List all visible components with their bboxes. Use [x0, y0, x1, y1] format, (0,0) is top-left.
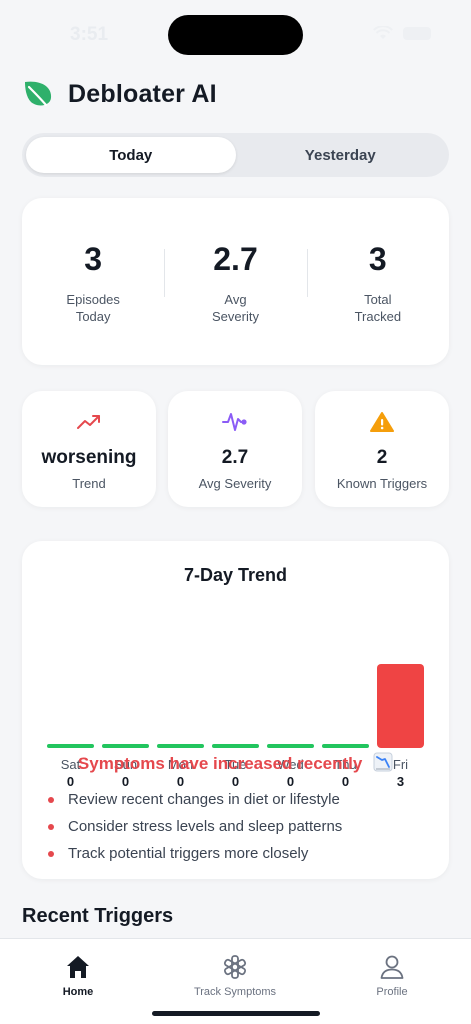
status-icons [373, 26, 431, 40]
chart-day-label: Thu [334, 757, 357, 772]
tip-text: Consider stress levels and sleep pattern… [68, 818, 343, 835]
chart-day-label: Mon [167, 757, 194, 772]
tip-text: Review recent changes in diet or lifesty… [68, 791, 340, 808]
chart-bar-tue [212, 744, 259, 748]
status-bar: 3:51 [0, 0, 471, 70]
chart-bar-fri [377, 664, 424, 748]
tab-track-symptoms[interactable]: Track Symptoms [170, 953, 300, 998]
chart-day-label: Sat [60, 757, 81, 772]
trend-title: 7-Day Trend [183, 565, 288, 585]
trend-chart: Sat 0 Sun 0 Mon 0 Tue 0 Wed 0 Thu 0 Fri 3 [22, 599, 449, 789]
chart-bar-thu [322, 744, 369, 748]
day-segmented-control: Today Yesterday [22, 133, 449, 177]
stat-triggers-label: Known Triggers [336, 476, 428, 491]
chart-bar-sat [47, 744, 94, 748]
home-indicator [152, 1011, 320, 1016]
battery-icon [403, 26, 431, 40]
pulse-icon [222, 413, 247, 431]
chart-day-label: Fri [392, 757, 409, 772]
summary-episodes-label: Episodes Today [66, 291, 120, 324]
chart-decreasing-icon [373, 752, 393, 772]
tip-item: Review recent changes in diet or lifesty… [48, 786, 342, 813]
bullet-icon [48, 823, 54, 830]
summary-tracked-value: 3 [368, 240, 387, 277]
tab-profile-label: Profile [376, 986, 408, 998]
stat-trend-label: Trend [72, 476, 106, 491]
profile-icon [380, 955, 404, 979]
trend-message: Symptoms have increased recently [77, 754, 363, 773]
trending-up-icon [77, 415, 100, 429]
summary-severity: 2.7 Avg Severity [164, 239, 306, 325]
chart-day-value: 0 [121, 774, 130, 789]
warning-icon [370, 412, 394, 432]
trend-message-row: Symptoms have increased recently [22, 752, 449, 774]
summary-episodes-value: 3 [84, 240, 103, 277]
tip-item: Consider stress levels and sleep pattern… [48, 813, 342, 840]
stat-card-triggers[interactable]: 2 Known Triggers [315, 391, 449, 507]
chart-day-value: 0 [341, 774, 350, 789]
summary-tracked: 3 Total Tracked [306, 239, 449, 325]
chart-day-value: 0 [286, 774, 295, 789]
tab-home-label: Home [62, 986, 94, 998]
status-time: 3:51 [70, 24, 109, 45]
chart-day-label: Tue [224, 757, 247, 772]
bullet-icon [48, 850, 54, 857]
stat-trend-value: worsening [41, 447, 137, 468]
tips-list: Review recent changes in diet or lifesty… [48, 786, 342, 867]
stat-card-severity[interactable]: 2.7 Avg Severity [168, 391, 302, 507]
trend-card: 7-Day Trend Sat 0 Sun 0 Mon 0 Tue 0 Wed 0 Thu 0 Fri 3… [22, 541, 449, 879]
app-title: Debloater AI [68, 79, 217, 108]
stat-severity-label: Avg Severity [198, 476, 272, 491]
tab-yesterday[interactable]: Yesterday [304, 146, 376, 164]
tab-home[interactable]: Home [13, 953, 143, 998]
summary-card: 3 Episodes Today 2.7 Avg Severity 3 Tota… [22, 198, 449, 365]
tab-today[interactable]: Today [26, 137, 236, 173]
chart-bar-wed [267, 744, 314, 748]
summary-severity-label: Avg Severity [212, 291, 259, 324]
tip-item: Track potential triggers more closely [48, 840, 342, 867]
chart-day-value: 0 [66, 774, 75, 789]
tip-text: Track potential triggers more closely [68, 845, 309, 862]
home-icon [67, 956, 89, 978]
stat-severity-value: 2.7 [221, 447, 249, 468]
symptoms-icon [223, 955, 247, 979]
summary-episodes: 3 Episodes Today [22, 239, 164, 325]
stat-card-trend[interactable]: worsening Trend [22, 391, 156, 507]
summary-tracked-label: Total Tracked [354, 291, 402, 324]
chart-day-value: 0 [176, 774, 185, 789]
chart-bar-mon [157, 744, 204, 748]
dynamic-island [168, 15, 303, 55]
tab-profile[interactable]: Profile [327, 953, 457, 998]
leaf-icon [25, 81, 52, 107]
bottom-tab-bar: Home Track Symptoms Profile [0, 938, 471, 1024]
chart-day-label: Wed [277, 757, 304, 772]
app-header: Debloater AI [22, 78, 217, 110]
chart-day-label: Sun [113, 757, 138, 772]
bullet-icon [48, 796, 54, 803]
chart-day-value: 3 [396, 774, 405, 789]
tab-track-symptoms-label: Track Symptoms [193, 986, 277, 998]
wifi-icon [373, 26, 393, 39]
recent-triggers-title: Recent Triggers [22, 905, 174, 927]
chart-day-value: 0 [231, 774, 240, 789]
summary-severity-value: 2.7 [213, 240, 258, 277]
chart-bar-sun [102, 744, 149, 748]
stat-triggers-value: 2 [376, 447, 388, 468]
